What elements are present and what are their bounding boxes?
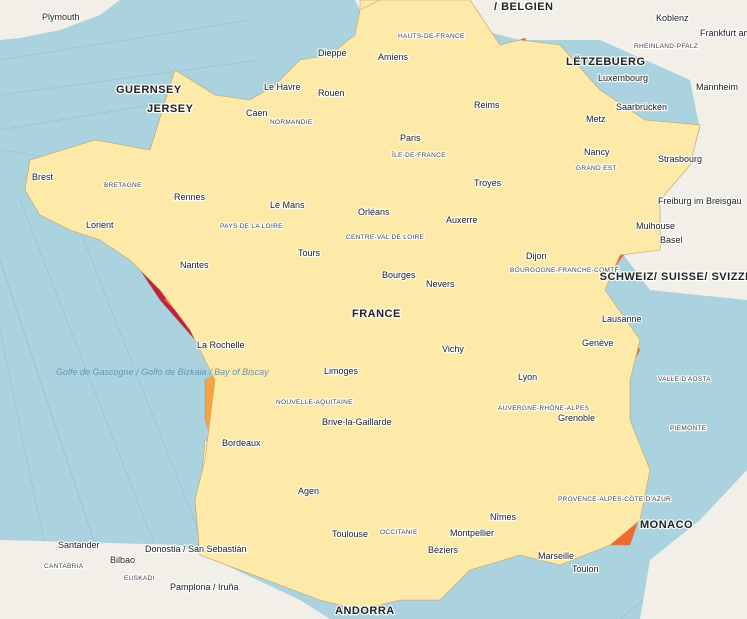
label-rouen: Rouen: [318, 88, 345, 98]
label-geneve: Genève: [582, 338, 614, 348]
label-euskadi: EUSKADI: [124, 575, 155, 582]
label-toulouse: Toulouse: [332, 529, 368, 539]
label-lorient: Lorient: [86, 220, 114, 230]
label-grenoble: Grenoble: [558, 413, 595, 423]
label-lyon: Lyon: [518, 372, 537, 382]
label-pamplona: Pamplona / Iruña: [170, 582, 239, 592]
label-toulon: Toulon: [572, 564, 599, 574]
label-luxembourg-city: Luxembourg: [598, 73, 648, 83]
label-rheinland: RHEINLAND-PFALZ: [634, 43, 698, 50]
label-hauts-de-france: HAUTS-DE-FRANCE: [398, 33, 465, 40]
label-orleans: Orléans: [358, 207, 390, 217]
label-koblenz: Koblenz: [656, 13, 689, 23]
label-france: FRANCE: [352, 308, 401, 320]
label-freiburg: Freiburg im Breisgau: [658, 196, 742, 206]
label-frankfurt: Frankfurt am Main: [700, 28, 747, 38]
label-jersey: JERSEY: [147, 103, 194, 115]
label-montpellier: Montpellier: [450, 528, 494, 538]
label-saarbrucken: Saarbrücken: [616, 102, 667, 112]
label-brive: Brive-la-Gaillarde: [322, 417, 392, 427]
label-pays-de-la-loire: PAYS DE LA LOIRE: [220, 223, 283, 230]
label-andorra: ANDORRA: [335, 605, 395, 617]
label-nevers: Nevers: [426, 279, 455, 289]
label-monaco: MONACO: [640, 519, 693, 531]
label-brest: Brest: [32, 172, 54, 182]
england-land: [0, 0, 120, 40]
map-labels: Plymouth / BELGIEN HAUTS-DE-FRANCE Koble…: [31, 0, 747, 618]
label-dijon: Dijon: [526, 251, 547, 261]
label-nancy: Nancy: [584, 147, 610, 157]
label-bilbao: Bilbao: [110, 555, 135, 565]
label-grand-est: GRAND EST: [576, 165, 617, 172]
label-nantes: Nantes: [180, 260, 209, 270]
label-donostia: Donostia / San Sebastián: [145, 544, 247, 554]
label-plymouth: Plymouth: [42, 12, 80, 22]
label-basel: Basel: [660, 235, 683, 245]
label-mannheim: Mannheim: [696, 82, 738, 92]
label-metz: Metz: [586, 114, 606, 124]
label-marseille: Marseille: [538, 551, 574, 561]
label-switzerland-text: SCHWEIZ/ SUISSE/ SVIZZERA/ SVIZRA: [600, 271, 747, 283]
label-agen: Agen: [298, 486, 319, 496]
label-tours: Tours: [298, 248, 321, 258]
label-bourgogne: BOURGOGNE-FRANCHE-COMTÉ: [510, 265, 619, 274]
label-rennes: Rennes: [174, 192, 206, 202]
label-dieppe: Dieppe: [318, 48, 347, 58]
label-luxembourg-country: LËTZEBUERG: [566, 55, 646, 68]
label-lausanne: Lausanne: [602, 314, 642, 324]
label-bourges: Bourges: [382, 270, 416, 280]
label-valle-aosta: VALLE D'AOSTA: [658, 376, 711, 383]
label-caen: Caen: [246, 108, 268, 118]
label-la-rochelle: La Rochelle: [197, 340, 245, 350]
label-piemonte: PIEMONTE: [670, 425, 707, 432]
label-reims: Reims: [474, 100, 500, 110]
label-nouvelle-aquitaine: NOUVELLE-AQUITAINE: [276, 399, 353, 406]
label-occitanie: OCCITANIE: [380, 529, 418, 536]
label-auxerre: Auxerre: [446, 215, 478, 225]
label-mulhouse: Mulhouse: [636, 221, 675, 231]
label-guernsey: GUERNSEY: [116, 84, 182, 96]
label-le-mans: Le Mans: [270, 200, 305, 210]
label-nimes: Nîmes: [490, 512, 517, 522]
label-belgium: / BELGIEN: [494, 1, 554, 13]
label-ile-de-france: ÎLE-DE-FRANCE: [391, 150, 446, 159]
label-paris: Paris: [400, 133, 421, 143]
label-vichy: Vichy: [442, 344, 464, 354]
label-strasbourg: Strasbourg: [658, 154, 702, 164]
label-bordeaux: Bordeaux: [222, 438, 261, 448]
label-paca: PROVENCE-ALPES-CÔTE D'AZUR: [558, 494, 671, 503]
label-le-havre: Le Havre: [264, 82, 301, 92]
label-sea: Golfe de Gascogne / Golfo de Bizkaia / B…: [56, 367, 269, 377]
label-auvergne: AUVERGNE-RHÔNE-ALPES: [498, 403, 590, 412]
label-amiens: Amiens: [378, 52, 409, 62]
label-normandie: NORMANDIE: [270, 119, 313, 126]
label-cantabria: CANTABRIA: [44, 563, 84, 570]
label-troyes: Troyes: [474, 178, 502, 188]
label-switzerland: SCHWEIZ/ SUISSE/ SVIZZERA/ SVIZRA: [600, 271, 747, 283]
label-centre-val-de-loire: CENTRE-VAL DE LOIRE: [346, 234, 425, 241]
label-bretagne: BRETAGNE: [104, 182, 142, 189]
label-limoges: Limoges: [324, 366, 359, 376]
label-beziers: Béziers: [428, 545, 459, 555]
label-santander: Santander: [58, 540, 100, 550]
spain-land: [0, 540, 330, 619]
neighbour-land-east: [355, 0, 747, 619]
